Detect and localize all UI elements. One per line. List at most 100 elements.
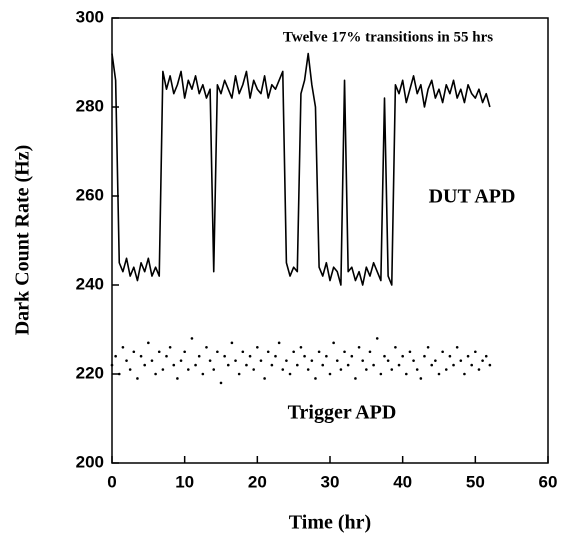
- annotation: Twelve 17% transitions in 55 hrs: [283, 29, 493, 45]
- data-point: [339, 368, 343, 371]
- data-point: [172, 363, 176, 367]
- data-point: [405, 372, 408, 376]
- y-axis-label: Dark Count Rate (Hz): [12, 145, 34, 336]
- data-point: [259, 359, 263, 362]
- data-point: [419, 377, 423, 380]
- data-point: [426, 346, 430, 349]
- data-point: [343, 350, 346, 354]
- x-tick-label: 30: [321, 472, 340, 491]
- data-point: [132, 350, 136, 354]
- data-point: [299, 346, 303, 349]
- data-point: [335, 359, 339, 362]
- data-point: [350, 354, 354, 358]
- data-point: [292, 350, 295, 354]
- data-point: [361, 359, 365, 362]
- data-point: [208, 359, 212, 362]
- data-point: [401, 354, 404, 358]
- data-point: [266, 350, 270, 354]
- series-label: DUT APD: [429, 186, 516, 208]
- data-point: [285, 359, 288, 362]
- data-point: [256, 346, 259, 349]
- data-point: [463, 372, 466, 376]
- data-point: [110, 363, 114, 367]
- data-point: [165, 354, 168, 358]
- data-point: [201, 372, 205, 376]
- data-point: [161, 368, 165, 371]
- series-label: Trigger APD: [288, 402, 397, 424]
- data-point: [150, 359, 154, 362]
- data-point: [121, 346, 125, 349]
- data-point: [314, 377, 317, 380]
- data-point: [325, 354, 328, 358]
- data-point: [128, 368, 132, 371]
- data-point: [216, 350, 219, 354]
- data-point: [263, 377, 266, 380]
- data-point: [310, 359, 314, 362]
- data-point: [354, 377, 357, 380]
- data-point: [481, 359, 484, 362]
- data-point: [346, 363, 350, 367]
- data-point: [241, 350, 245, 354]
- y-tick-label: 220: [76, 363, 104, 382]
- data-point: [430, 363, 434, 367]
- data-point: [434, 359, 437, 362]
- data-point: [317, 350, 321, 354]
- data-point: [219, 381, 223, 385]
- x-tick-label: 40: [393, 472, 412, 491]
- data-point: [379, 372, 383, 376]
- data-point: [484, 354, 488, 358]
- data-point: [306, 368, 310, 371]
- x-tick-label: 50: [466, 472, 485, 491]
- data-point: [474, 350, 477, 354]
- data-point: [157, 350, 161, 354]
- x-tick-label: 20: [248, 472, 267, 491]
- data-point: [390, 368, 394, 371]
- data-point: [437, 372, 441, 376]
- data-point: [394, 346, 397, 349]
- data-point: [408, 350, 412, 354]
- data-point: [183, 350, 186, 354]
- y-tick-label: 240: [76, 274, 104, 293]
- data-point: [368, 350, 372, 354]
- data-point: [230, 341, 234, 345]
- data-point: [455, 346, 459, 349]
- data-point: [412, 359, 415, 362]
- data-point: [147, 341, 150, 345]
- data-point: [452, 363, 455, 367]
- data-point: [277, 341, 281, 345]
- y-tick-label: 280: [76, 96, 104, 115]
- data-point: [274, 354, 277, 358]
- data-point: [383, 354, 386, 358]
- data-point: [470, 363, 474, 367]
- data-point: [303, 354, 306, 358]
- data-point: [448, 354, 452, 358]
- data-line: [111, 52, 491, 286]
- data-point: [168, 346, 172, 349]
- data-point: [179, 359, 183, 362]
- data-point: [117, 372, 121, 376]
- data-point: [234, 359, 237, 362]
- data-point: [372, 363, 375, 367]
- data-point: [197, 354, 201, 358]
- data-point: [125, 359, 128, 362]
- data-point: [321, 363, 325, 367]
- y-tick-label: 260: [76, 185, 104, 204]
- data-point: [114, 354, 117, 358]
- data-point: [190, 337, 194, 340]
- data-point: [441, 350, 444, 354]
- data-point: [281, 368, 285, 371]
- x-axis-label: Time (hr): [289, 512, 371, 534]
- data-point: [136, 377, 139, 380]
- data-point: [459, 359, 463, 362]
- data-point: [139, 354, 143, 358]
- data-point: [143, 363, 146, 367]
- data-point: [245, 363, 248, 367]
- data-point: [488, 363, 492, 367]
- data-point: [270, 363, 274, 367]
- x-tick-label: 0: [107, 472, 116, 491]
- data-point: [357, 346, 361, 349]
- data-point: [194, 363, 197, 367]
- data-point: [397, 363, 401, 367]
